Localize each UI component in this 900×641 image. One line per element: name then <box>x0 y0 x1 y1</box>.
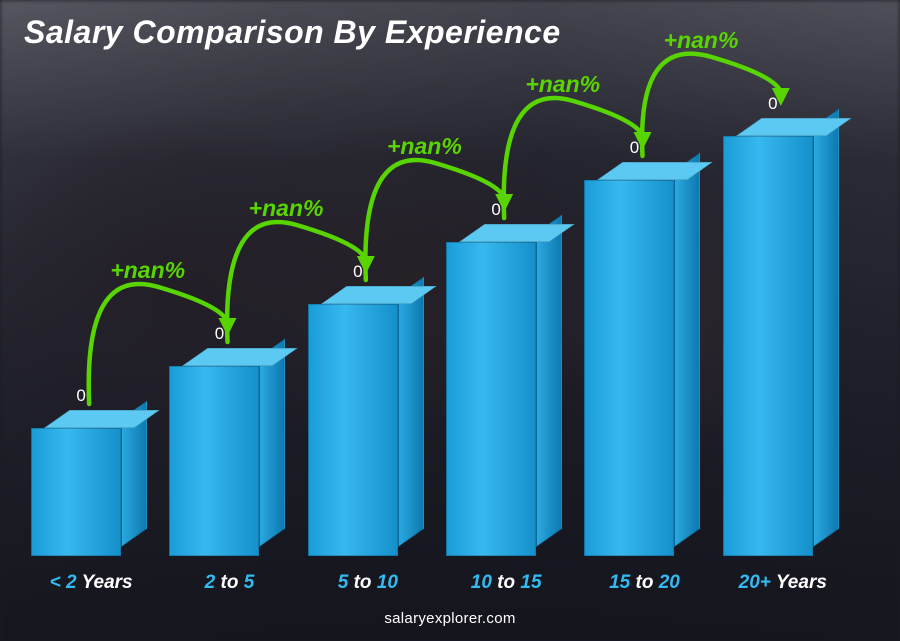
chart-title: Salary Comparison By Experience <box>24 14 561 51</box>
bar-front <box>446 242 536 556</box>
bar-slot: 020+ Years <box>722 90 840 556</box>
bar-value: 0 <box>159 324 279 344</box>
bar-slot: 0< 2 Years <box>30 90 148 556</box>
bar-side <box>813 109 839 547</box>
bar-front <box>308 304 398 556</box>
growth-label: +nan% <box>110 257 185 284</box>
bar: 015 to 20 <box>584 180 674 556</box>
bar-side <box>536 215 562 547</box>
bar-value: 0 <box>713 94 833 114</box>
bar-side <box>398 277 424 547</box>
bar-slot: 015 to 20 <box>583 90 701 556</box>
growth-label: +nan% <box>664 27 739 54</box>
bar: 05 to 10 <box>308 304 398 556</box>
bar-label: 5 to 10 <box>298 572 438 594</box>
growth-label: +nan% <box>387 133 462 160</box>
footer-attribution: salaryexplorer.com <box>0 610 900 627</box>
bar-label: 15 to 20 <box>574 572 714 594</box>
bar-label: 20+ Years <box>713 572 853 594</box>
bar-value: 0 <box>21 386 141 406</box>
bar-label: < 2 Years <box>21 572 161 594</box>
bar-slot: 010 to 15 <box>445 90 563 556</box>
bar-front <box>31 428 121 556</box>
bar: 02 to 5 <box>169 366 259 556</box>
bar-side <box>259 339 285 547</box>
bar: 010 to 15 <box>446 242 536 556</box>
growth-label: +nan% <box>249 195 324 222</box>
bar-front <box>169 366 259 556</box>
bar: 0< 2 Years <box>31 428 121 556</box>
bar-front <box>584 180 674 556</box>
bar-label: 10 to 15 <box>436 572 576 594</box>
bar-value: 0 <box>436 200 556 220</box>
bar: 020+ Years <box>723 136 813 556</box>
growth-label: +nan% <box>525 71 600 98</box>
bar-front <box>723 136 813 556</box>
bar-side <box>674 153 700 547</box>
bar-label: 2 to 5 <box>159 572 299 594</box>
bar-slot: 02 to 5 <box>168 90 286 556</box>
bar-value: 0 <box>574 138 694 158</box>
bar-value: 0 <box>298 262 418 282</box>
